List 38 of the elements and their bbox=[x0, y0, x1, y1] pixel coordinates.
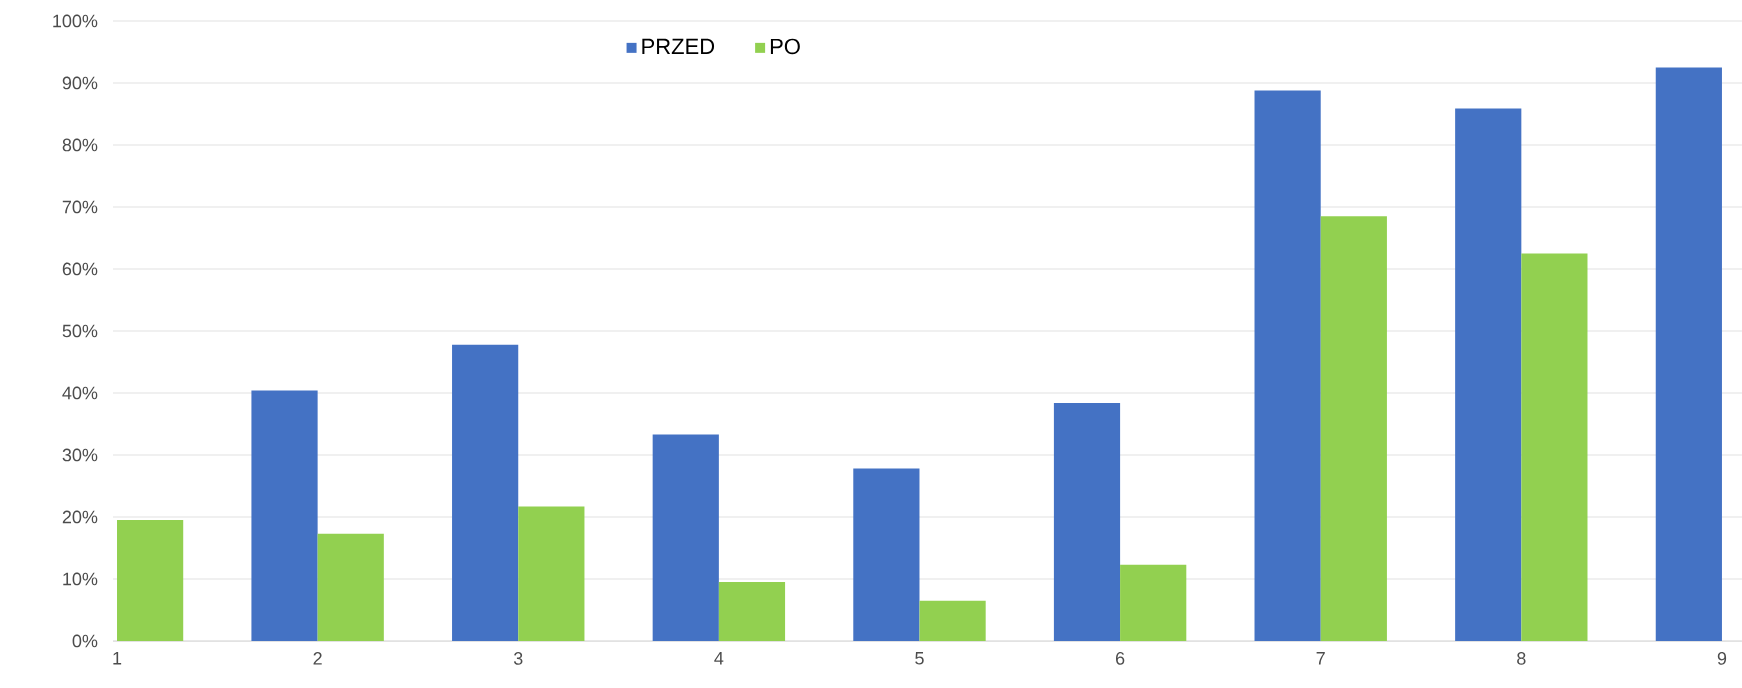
x-tick-label: 1 bbox=[113, 652, 122, 665]
y-tick-label: 90% bbox=[62, 76, 98, 90]
x-tick-label: 3 bbox=[513, 652, 523, 665]
x-tick-label: 9 bbox=[1717, 652, 1727, 665]
bar bbox=[452, 344, 519, 641]
bar bbox=[853, 468, 920, 641]
y-tick-label: 70% bbox=[62, 200, 98, 214]
bar bbox=[1455, 108, 1522, 641]
x-tick-label: 4 bbox=[714, 652, 724, 665]
legend-label: PRZED bbox=[642, 38, 715, 54]
bar bbox=[1254, 90, 1321, 641]
bar bbox=[1053, 402, 1121, 641]
bar bbox=[718, 582, 786, 641]
bar bbox=[117, 520, 184, 641]
bar bbox=[1655, 67, 1722, 641]
bar bbox=[652, 434, 719, 641]
legend-label: PO bbox=[770, 38, 800, 55]
y-tick-label: 80% bbox=[62, 138, 98, 152]
bar bbox=[1521, 253, 1588, 641]
bar bbox=[1320, 216, 1387, 641]
x-tick-label: 5 bbox=[915, 652, 924, 665]
y-tick-label: 60% bbox=[62, 262, 98, 276]
bar bbox=[919, 600, 986, 641]
x-tick-label: 2 bbox=[313, 652, 322, 665]
x-tick-label: 6 bbox=[1116, 652, 1125, 665]
y-tick-label: 0% bbox=[72, 634, 98, 648]
y-tick-label: 40% bbox=[62, 386, 98, 400]
bar bbox=[317, 533, 384, 641]
x-tick-label: 7 bbox=[1316, 652, 1325, 665]
y-tick-label: 50% bbox=[62, 324, 98, 338]
y-tick-label: 30% bbox=[62, 448, 98, 462]
y-tick-label: 100% bbox=[53, 14, 98, 28]
bar bbox=[1120, 564, 1187, 641]
x-tick-label: 8 bbox=[1517, 652, 1526, 665]
y-tick-label: 20% bbox=[62, 510, 98, 524]
bar bbox=[518, 506, 585, 641]
y-tick-label: 10% bbox=[63, 572, 98, 586]
bar bbox=[251, 390, 318, 641]
